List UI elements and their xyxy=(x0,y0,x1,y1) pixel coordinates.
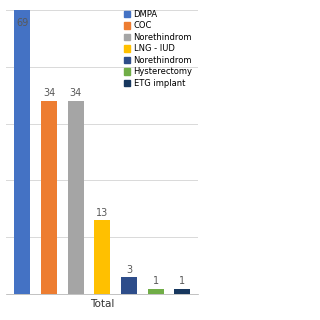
Legend: DMPA, COC, Norethindrom, LNG - IUD, Norethindrom, Hysterectomy, ETG implant: DMPA, COC, Norethindrom, LNG - IUD, Nore… xyxy=(122,8,194,89)
X-axis label: Total: Total xyxy=(90,299,115,308)
Bar xyxy=(68,101,84,294)
Bar xyxy=(41,101,57,294)
Bar xyxy=(174,289,190,294)
Bar xyxy=(121,277,137,294)
Text: 3: 3 xyxy=(126,265,132,275)
Text: 69: 69 xyxy=(16,18,28,28)
Bar xyxy=(94,220,110,294)
Bar xyxy=(14,0,30,294)
Text: 34: 34 xyxy=(43,88,55,99)
Text: 1: 1 xyxy=(153,276,159,286)
Text: 34: 34 xyxy=(70,88,82,99)
Text: 13: 13 xyxy=(96,208,108,218)
Bar xyxy=(148,289,164,294)
Text: 1: 1 xyxy=(179,276,186,286)
